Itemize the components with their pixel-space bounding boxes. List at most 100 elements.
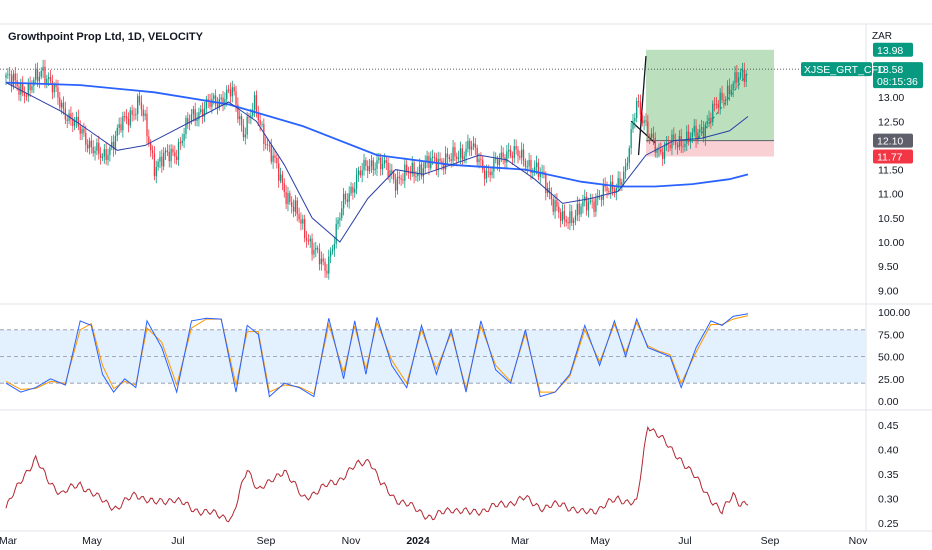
candle [652,133,655,138]
candle [589,200,591,203]
candle [140,102,143,110]
candle [227,89,230,91]
candle [88,140,91,149]
candle [381,164,384,170]
candle [483,169,486,179]
candle [628,148,630,163]
candle [20,83,22,95]
candle [320,258,323,265]
candle [155,167,157,177]
ma-short-line [5,82,749,243]
candle [582,201,584,207]
candle [450,159,452,161]
candle [109,147,111,155]
volatility-line [5,425,749,523]
stochastic-pane[interactable] [0,313,866,398]
candle [112,141,115,150]
candle [567,221,569,224]
candle [176,156,178,161]
candle [372,160,374,171]
candle [274,155,276,158]
axes: 13.00 12.50 11.50 11.00 10.50 10.00 9.50 9.00 10… [0,42,923,547]
candle [370,160,373,167]
candle [487,171,489,173]
candle [550,193,553,200]
candle [49,77,52,82]
candle [541,171,543,173]
current-price-text: 13.58 [877,64,903,76]
trendline [637,56,647,156]
x-tick-label: May [590,535,611,547]
candle [222,97,224,106]
candle [326,270,328,274]
candle [556,200,558,207]
candle [361,170,363,176]
candle [53,85,55,93]
candle [38,76,41,82]
candle [433,156,436,158]
candle [495,158,497,160]
candle [339,217,341,221]
y-tick-label: 0.25 [878,518,899,530]
candle [333,243,335,250]
candle [166,150,169,152]
candle [92,147,94,154]
candle [244,134,246,138]
target-tag-text: 13.98 [877,45,903,57]
candle [478,159,480,163]
candle [508,149,510,152]
candle [60,102,63,108]
candle [595,198,597,212]
candle [491,171,493,176]
candle [682,146,684,148]
candle [704,124,706,139]
target-zone [645,49,774,141]
candle [279,174,282,181]
candle [398,176,400,179]
candle [255,95,258,113]
candle [411,162,413,174]
candle [645,120,647,122]
candle [75,116,78,121]
candle [650,133,653,138]
candle [125,116,128,119]
candle [684,143,686,148]
candle [726,85,729,100]
candle [287,193,289,205]
candle [365,160,367,166]
candle [730,90,732,95]
stop-tag [873,149,913,164]
volatility-pane[interactable] [5,425,749,523]
candle [253,95,256,110]
candle [31,85,33,91]
candle [383,160,386,165]
candle [73,120,76,126]
candle [417,173,419,177]
candle [354,188,356,193]
candle [81,128,83,134]
candle [571,211,573,223]
candle [226,89,228,100]
candle [263,124,265,144]
candle [485,171,488,179]
candle [526,166,528,168]
projection-line [697,72,749,139]
x-tick-label: Jul [171,535,184,547]
candle [368,166,371,171]
candle [636,100,638,119]
candle [66,119,68,121]
price-pane[interactable] [0,49,866,280]
candle [723,100,725,102]
candle [415,176,417,177]
candle [18,86,20,95]
candle [396,176,399,191]
candle [22,83,24,93]
candle [474,143,476,148]
candle [131,110,133,115]
candle [713,103,716,105]
candle [209,101,211,107]
candle [459,148,462,158]
x-tick-label: Nov [342,535,361,547]
candle [598,196,601,198]
